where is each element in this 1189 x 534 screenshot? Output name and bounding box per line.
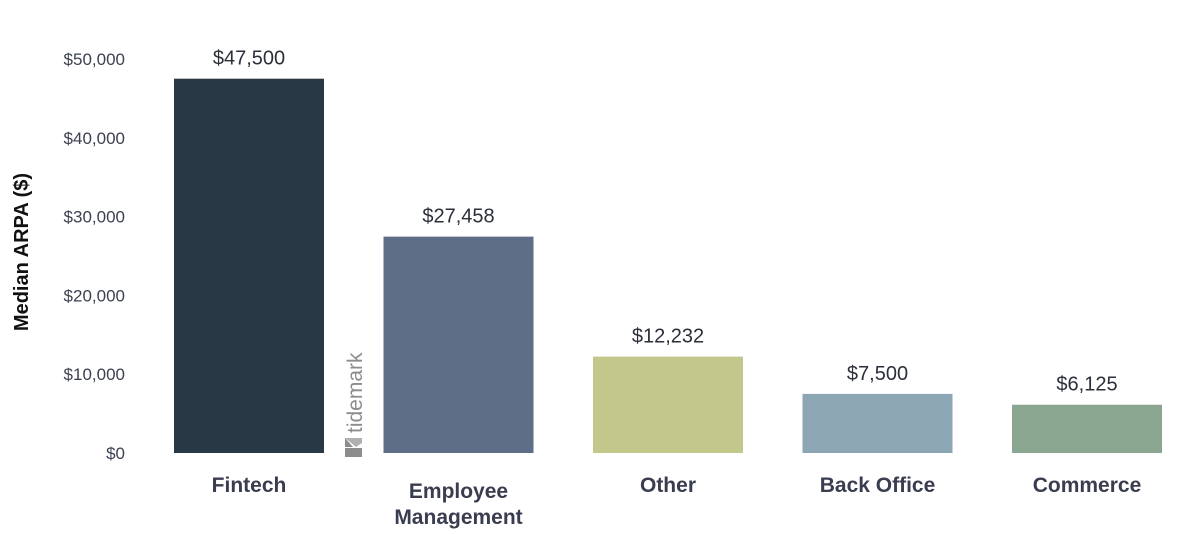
y-axis-title: Median ARPA ($): [11, 173, 33, 331]
y-tick-label: $50,000: [64, 50, 125, 69]
bar-value-label: $12,232: [632, 326, 704, 348]
tidemark-logo-icon: [345, 438, 362, 457]
bar: [383, 236, 534, 453]
y-tick-label: $0: [106, 444, 125, 463]
y-tick-label: $10,000: [64, 365, 125, 384]
bar: [174, 78, 324, 453]
category-label: Back Office: [820, 474, 936, 497]
value-labels: $47,500 $27,458 $12,232 $7,500 $6,125: [213, 48, 1118, 396]
y-tick-label: $20,000: [64, 286, 125, 305]
bar-value-label: $27,458: [422, 206, 494, 228]
category-labels: Fintech Employee Management Other Back Offic…: [212, 474, 1142, 529]
watermark-text: tidemark: [344, 352, 367, 433]
category-label: Commerce: [1033, 474, 1142, 497]
y-axis-ticks: $0 $10,000 $20,000 $30,000 $40,000 $50,000: [64, 50, 125, 463]
bar-value-label: $47,500: [213, 48, 285, 70]
bar-value-label: $6,125: [1056, 374, 1117, 396]
bar-value-label: $7,500: [847, 363, 908, 385]
bar: [802, 393, 953, 453]
category-label: Other: [640, 474, 696, 497]
category-label: Fintech: [212, 474, 287, 497]
bar: [593, 356, 743, 453]
bar: [1012, 404, 1162, 453]
bars: [174, 78, 1162, 453]
category-label: Employee: [409, 480, 508, 503]
y-tick-label: $40,000: [64, 129, 125, 148]
y-tick-label: $30,000: [64, 208, 125, 227]
watermark: tidemark: [344, 352, 367, 457]
category-label: Management: [394, 506, 522, 529]
